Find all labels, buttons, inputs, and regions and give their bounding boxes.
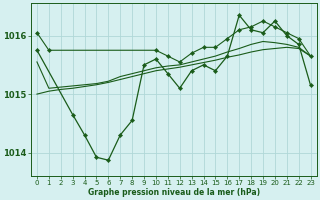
X-axis label: Graphe pression niveau de la mer (hPa): Graphe pression niveau de la mer (hPa) (88, 188, 260, 197)
